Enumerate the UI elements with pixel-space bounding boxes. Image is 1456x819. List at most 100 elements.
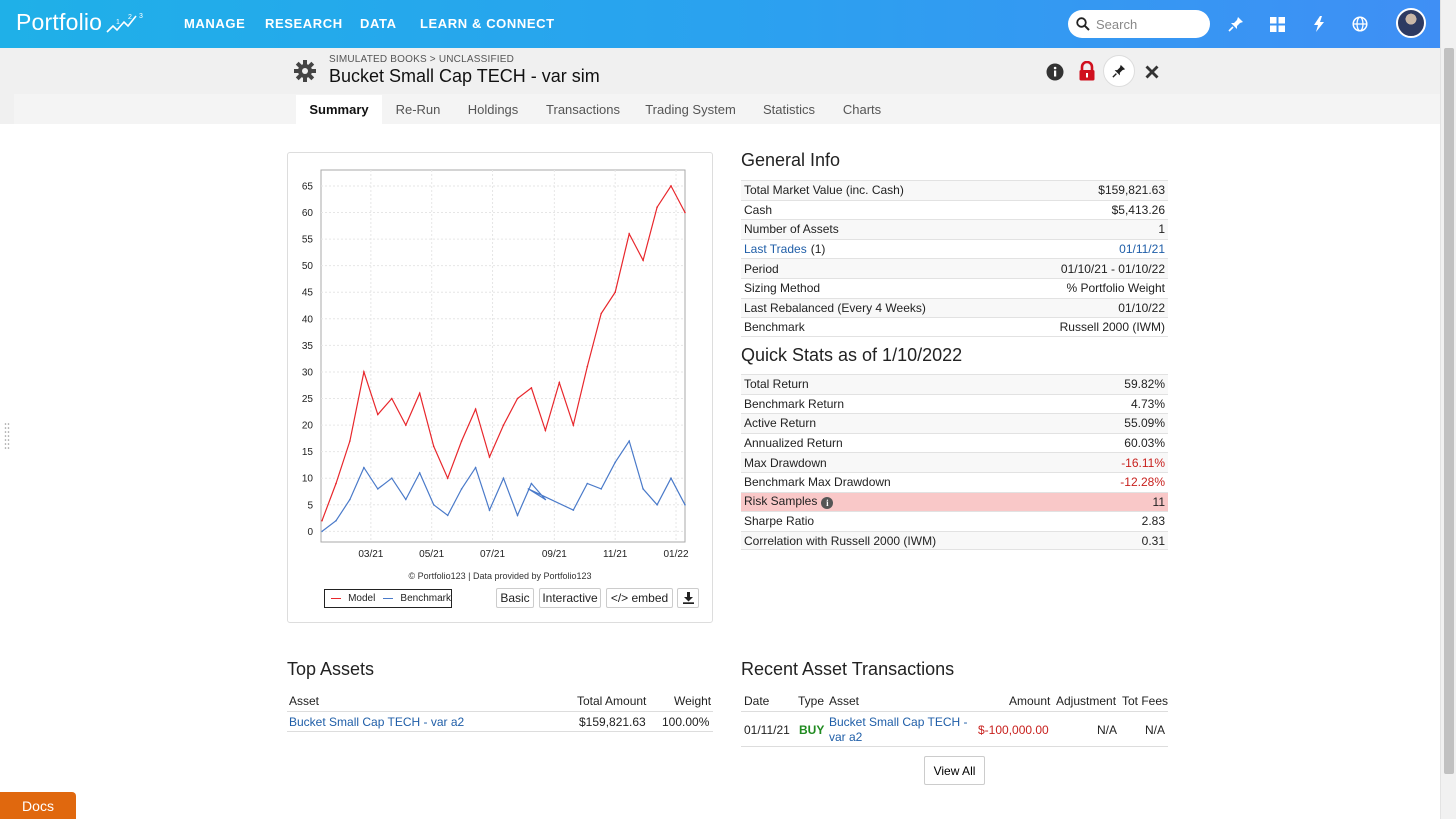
- docs-button[interactable]: Docs: [0, 792, 76, 819]
- y-tick-label: 25: [302, 394, 314, 405]
- data-point-benchmark: [335, 519, 337, 522]
- tx-asset-link-line2[interactable]: var a2: [829, 730, 863, 744]
- data-point-benchmark: [349, 498, 351, 501]
- page-scrollbar[interactable]: [1440, 0, 1456, 819]
- gi-row: Number of Assets 1: [741, 219, 1168, 239]
- data-point-benchmark: [418, 472, 421, 474]
- qs-label-text: Correlation with Russell 2000 (IWM): [744, 533, 937, 548]
- gi-value[interactable]: 01/11/21: [1119, 242, 1165, 257]
- performance-chart[interactable]: 0 5 10 15 20 25 30 35 40 45 50 55 60 65 03/21 05/21 07/2…: [288, 153, 712, 563]
- scrollbar-thumb[interactable]: [1444, 48, 1454, 774]
- legend-benchmark-swatch: [383, 598, 394, 599]
- data-point-model: [670, 185, 672, 187]
- y-tick-label: 0: [307, 527, 313, 538]
- tx-header-type: Type: [798, 694, 825, 708]
- qs-value: -12.28%: [1120, 475, 1165, 490]
- user-avatar[interactable]: [1396, 8, 1426, 38]
- gi-value: $159,821.63: [1098, 183, 1165, 198]
- tab-charts[interactable]: Charts: [842, 102, 882, 117]
- y-tick-label: 65: [302, 181, 314, 192]
- qs-value: -16.11%: [1121, 455, 1165, 470]
- chart-embed-button[interactable]: </> embed: [606, 588, 673, 608]
- search-icon: [1076, 17, 1090, 31]
- info-icon[interactable]: [1041, 58, 1069, 86]
- gi-label-text: Number of Assets: [744, 222, 839, 237]
- chart-legend: Model Benchmark: [324, 589, 452, 608]
- performance-chart-panel: 0 5 10 15 20 25 30 35 40 45 50 55 60 65 03/21 05/21 07/2…: [287, 152, 713, 623]
- gear-icon[interactable]: [293, 59, 317, 88]
- pin-icon[interactable]: [1103, 55, 1135, 87]
- view-all-button[interactable]: View All: [924, 756, 985, 785]
- legend-model-label: Model: [348, 593, 376, 604]
- qs-row: Risk Samples i 11: [741, 491, 1168, 512]
- lightning-icon[interactable]: [1309, 14, 1329, 34]
- general-info-table: Total Market Value (inc. Cash) $159,821.6…: [741, 180, 1168, 337]
- gi-label: Benchmark: [744, 320, 805, 334]
- qs-row: Active Return 55.09%: [741, 413, 1168, 433]
- y-tick-label: 45: [302, 288, 314, 299]
- gi-label: Cash: [744, 203, 772, 217]
- y-tick-label: 35: [302, 341, 314, 352]
- nav-manage[interactable]: MANAGE: [184, 16, 246, 31]
- qs-row: Benchmark Max Drawdown -12.28%: [741, 471, 1168, 492]
- data-point-benchmark: [474, 466, 477, 469]
- gi-value: $5,413.26: [1111, 202, 1165, 217]
- x-tick-label: 07/21: [480, 549, 505, 560]
- gi-value: 1: [1158, 222, 1165, 237]
- gi-value: 01/10/21 - 01/10/22: [1060, 261, 1165, 276]
- data-point-benchmark: [405, 498, 407, 501]
- data-point-benchmark: [684, 504, 686, 506]
- quick-stats-title: Quick Stats as of 1/10/2022: [741, 345, 963, 365]
- tab-holdings[interactable]: Holdings: [467, 102, 519, 117]
- top-assets-header-weight: Weight: [674, 694, 712, 708]
- download-icon[interactable]: [677, 588, 699, 608]
- gi-row: Cash $5,413.26: [741, 199, 1168, 220]
- breadcrumb[interactable]: SIMULATED BOOKS > UNCLASSIFIED: [329, 54, 515, 65]
- tabs-bar: [14, 94, 1440, 124]
- nav-data[interactable]: DATA: [360, 16, 397, 31]
- tab-summary[interactable]: Summary: [296, 95, 382, 124]
- info-icon[interactable]: i: [821, 497, 834, 510]
- tab-rerun[interactable]: Re-Run: [395, 102, 441, 117]
- tab-statistics[interactable]: Statistics: [762, 102, 815, 117]
- lock-icon[interactable]: [1073, 57, 1101, 85]
- recent-transactions-title: Recent Asset Transactions: [741, 659, 955, 679]
- gi-row[interactable]: Last Trades (1) 01/11/21: [741, 238, 1168, 259]
- top-assets-header-asset: Asset: [289, 694, 320, 708]
- data-point-benchmark: [527, 488, 530, 490]
- y-tick-label: 50: [302, 261, 314, 272]
- tab-transactions[interactable]: Transactions: [546, 102, 620, 117]
- search-box[interactable]: [1068, 10, 1210, 38]
- search-input[interactable]: [1096, 16, 1196, 32]
- gi-label-text: Last Rebalanced (Every 4 Weeks): [744, 300, 926, 315]
- data-point-benchmark: [600, 488, 602, 490]
- close-icon[interactable]: [1138, 58, 1166, 86]
- globe-icon[interactable]: [1350, 14, 1370, 34]
- nav-learn-connect[interactable]: LEARN & CONNECT: [420, 16, 555, 31]
- pin-icon[interactable]: [1226, 14, 1246, 34]
- nav-research[interactable]: RESEARCH: [265, 16, 343, 31]
- gi-label[interactable]: Last Trades (1): [744, 242, 825, 256]
- drag-handle-icon[interactable]: [4, 422, 10, 452]
- data-point-model: [684, 211, 686, 214]
- data-point-model: [432, 445, 435, 448]
- qs-row: Max Drawdown -16.11%: [741, 452, 1168, 472]
- chart-interactive-button[interactable]: Interactive: [539, 588, 601, 608]
- tx-asset-link-line1[interactable]: Bucket Small Cap TECH -: [829, 715, 968, 729]
- gi-label: Sizing Method: [744, 281, 820, 295]
- tab-trading-system[interactable]: Trading System: [645, 102, 736, 117]
- data-point-model: [474, 408, 477, 410]
- y-tick-label: 60: [302, 208, 314, 219]
- x-tick-label: 03/21: [358, 549, 383, 560]
- apps-grid-icon[interactable]: [1267, 14, 1287, 34]
- y-tick-label: 30: [302, 367, 314, 378]
- page-title: Bucket Small Cap TECH - var sim: [329, 66, 600, 86]
- portfolio123-logo[interactable]: Portfolio 1 2 3: [16, 9, 146, 36]
- tx-adjustment: N/A: [1097, 723, 1118, 737]
- data-point-benchmark: [516, 514, 519, 517]
- svg-text:1: 1: [116, 19, 120, 26]
- top-asset-link[interactable]: Bucket Small Cap TECH - var a2: [289, 715, 465, 729]
- gi-label-text[interactable]: Last Trades: [744, 242, 807, 257]
- chart-basic-button[interactable]: Basic: [496, 588, 534, 608]
- y-tick-label: 10: [302, 474, 314, 485]
